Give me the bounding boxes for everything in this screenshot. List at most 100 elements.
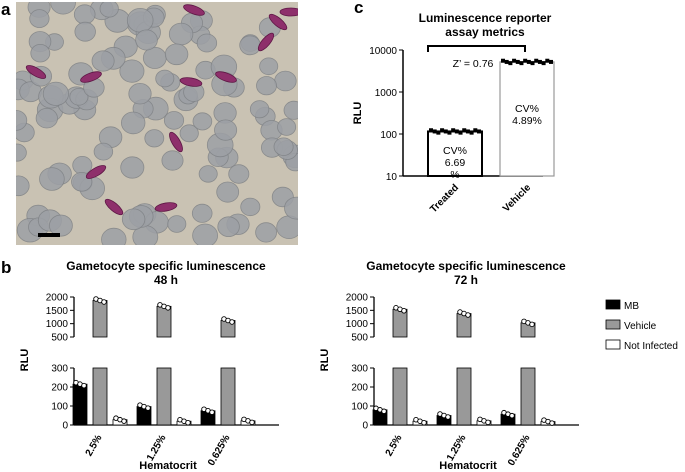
data-point <box>473 128 478 133</box>
red-blood-cell <box>192 223 218 245</box>
data-point <box>534 58 539 63</box>
data-point <box>185 419 191 426</box>
data-point <box>485 419 491 426</box>
x-tick-label: Treated <box>428 182 461 215</box>
data-point <box>504 59 509 64</box>
bar-vehicle-upper <box>392 308 408 338</box>
bar-vehicle-upper <box>92 300 108 338</box>
legend-swatch <box>605 339 621 350</box>
red-blood-cell <box>255 222 278 243</box>
data-point <box>229 319 235 325</box>
bar-vehicle-lower <box>392 367 408 426</box>
x-axis-label: Hematocrit <box>439 460 497 472</box>
red-blood-cell <box>274 70 297 92</box>
red-blood-cell <box>69 88 89 106</box>
red-blood-cell <box>216 181 240 203</box>
x-tick-label: 0.625% <box>506 433 533 468</box>
red-blood-cell <box>191 203 213 223</box>
bar-vehicle-lower <box>456 367 472 426</box>
data-point <box>445 414 451 420</box>
luminescence-assay-chart: Luminescence reporter assay metrics 10 10… <box>352 11 555 215</box>
y-tick-label: 1500 <box>46 306 69 317</box>
y-tick-label: 300 <box>351 364 368 375</box>
red-blood-cell <box>135 29 158 51</box>
red-blood-cell <box>144 129 165 148</box>
red-blood-cell <box>179 124 199 143</box>
red-blood-cell <box>256 76 277 96</box>
red-blood-cell <box>273 137 294 156</box>
red-blood-cell <box>240 197 261 217</box>
y-axis-label: RLU <box>352 102 364 125</box>
data-point <box>440 128 445 133</box>
red-blood-cell <box>16 143 27 162</box>
data-point <box>529 321 535 328</box>
y-tick-label: 1000 <box>346 319 369 330</box>
data-point <box>549 420 555 426</box>
bar-vehicle-lower <box>156 367 172 426</box>
data-point <box>436 130 441 135</box>
gametocyte <box>104 198 124 216</box>
zprime-label: Z’ = 0.76 <box>453 58 494 70</box>
blood-smear-micrograph <box>16 2 298 245</box>
red-blood-cell <box>228 164 250 184</box>
data-point <box>515 59 520 64</box>
gametocyte <box>279 7 298 17</box>
x-tick-label: 0.625% <box>206 433 233 468</box>
panel-letter-b: b <box>1 258 12 277</box>
data-point <box>477 129 481 134</box>
chart-c-title-line-1: Luminescence reporter <box>419 11 552 25</box>
legend-swatch <box>605 299 621 310</box>
x-axis-label: Hematocrit <box>139 460 197 472</box>
data-point <box>458 130 463 135</box>
data-point <box>469 130 474 135</box>
red-blood-cell <box>99 2 119 18</box>
data-point <box>537 59 542 64</box>
y-tick-label: 1000 <box>375 88 398 99</box>
y-tick-label: 100 <box>351 402 368 413</box>
data-point <box>541 61 546 66</box>
data-point <box>381 408 387 415</box>
red-blood-cell <box>126 7 154 33</box>
red-blood-cell <box>16 175 30 197</box>
red-blood-cell <box>259 57 279 76</box>
gametocyte <box>25 65 47 79</box>
data-point <box>465 312 471 318</box>
gametocyte <box>80 71 102 83</box>
red-blood-cell <box>161 150 184 171</box>
gametocyte <box>215 71 237 83</box>
gametocyte <box>154 202 178 212</box>
legend-label: Not Infected <box>624 341 678 352</box>
bar-vehicle-lower <box>220 367 236 426</box>
y-tick-label: 10000 <box>369 46 397 57</box>
red-blood-cell <box>35 107 58 129</box>
chart-title-line-1: Gametocyte specific luminescence <box>366 259 566 273</box>
cv-annotation: CV% <box>515 103 539 115</box>
red-blood-cell <box>192 112 213 131</box>
y-tick-label: 200 <box>351 383 368 394</box>
data-point <box>512 58 517 63</box>
x-tick-label: 1.25% <box>145 433 169 463</box>
x-tick-label: 1.25% <box>445 433 469 463</box>
data-point <box>101 299 107 305</box>
red-blood-cell <box>49 214 73 237</box>
gametocyte <box>257 32 275 52</box>
red-blood-cell <box>42 81 70 106</box>
red-blood-cell <box>120 111 146 135</box>
y-tick-label: 500 <box>51 333 68 344</box>
red-blood-cell <box>168 22 194 46</box>
red-blood-cell <box>91 50 115 72</box>
gametocyte <box>85 165 107 179</box>
y-tick-label: 0 <box>362 421 368 432</box>
red-blood-cell <box>30 44 51 63</box>
x-tick-label: 2.5% <box>84 433 105 458</box>
data-point <box>145 405 151 411</box>
data-point <box>121 418 127 424</box>
data-point <box>81 382 87 389</box>
y-tick-label: 100 <box>380 130 397 141</box>
data-point <box>421 419 427 426</box>
red-blood-cell <box>198 165 218 183</box>
data-point <box>432 129 437 134</box>
data-point <box>165 305 171 311</box>
